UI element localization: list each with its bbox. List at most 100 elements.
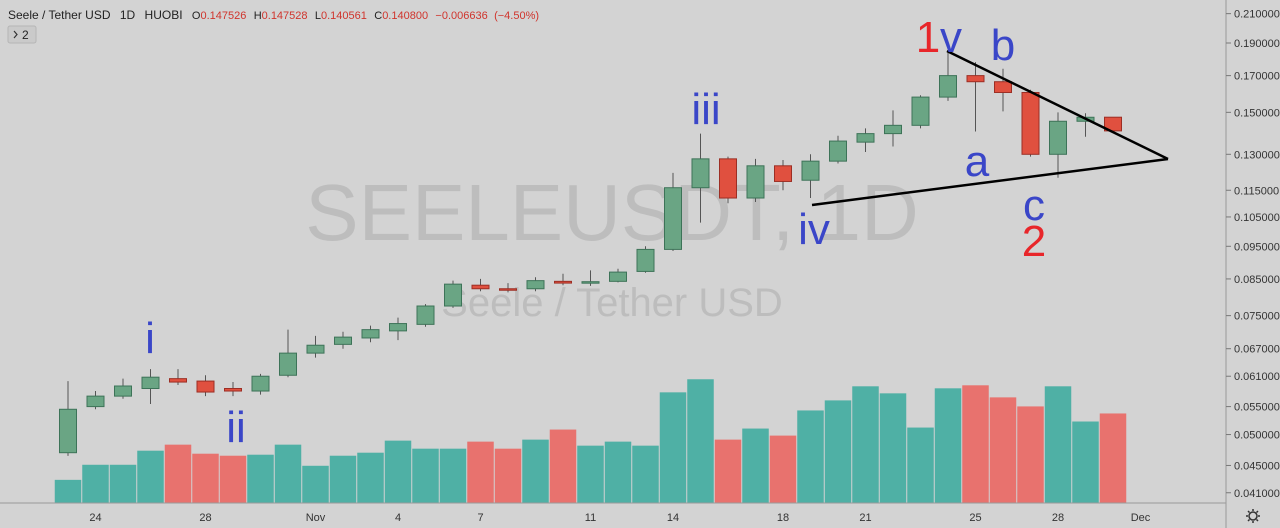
- candle-body: [856, 133, 875, 143]
- wave-label: iii: [691, 85, 720, 134]
- x-tick-label: 11: [585, 512, 596, 524]
- price-axis: 0.210000 0.190000 0.170000 0.150000 0.130000…: [1226, 9, 1280, 500]
- volume-bar: [769, 435, 797, 503]
- volume-bar: [632, 445, 659, 503]
- candle-body: [994, 81, 1012, 93]
- y-tick-label: 0.045000: [1234, 460, 1280, 472]
- volume-bar: [962, 385, 989, 503]
- volume-bar: [137, 450, 164, 503]
- candle-body: [829, 140, 847, 162]
- indicator-toggle-chevron: [13, 30, 18, 39]
- volume-bar: [494, 448, 522, 503]
- candle-body: [389, 323, 407, 332]
- indicator-count: 2: [22, 28, 29, 42]
- volume-bar: [522, 439, 549, 503]
- low-prefix: L: [315, 10, 321, 22]
- indicator-toggle-box[interactable]: [7, 25, 37, 44]
- volume-bar: [989, 397, 1017, 503]
- candle-body: [141, 376, 160, 390]
- volume-bar: [934, 388, 962, 503]
- candle-body: [746, 165, 765, 199]
- change-percent: (−4.50%): [494, 10, 539, 22]
- candle-body: [306, 344, 325, 354]
- x-tick-label: Dec: [1131, 512, 1151, 524]
- candle-body: [196, 380, 215, 393]
- open-value: 0.147526: [200, 10, 246, 22]
- volume-bar: [1017, 406, 1044, 503]
- volume-bar: [797, 410, 824, 503]
- y-tick-label: 0.075000: [1234, 311, 1280, 323]
- low-value: 0.140561: [321, 10, 367, 22]
- wave-label: i: [145, 314, 155, 363]
- candle-body: [279, 352, 297, 376]
- y-tick-label: 0.170000: [1234, 71, 1280, 83]
- volume-bar: [247, 454, 274, 503]
- settings-icon-teeth: [1246, 509, 1260, 523]
- watermark-name: Seele / Tether USD: [441, 281, 783, 325]
- x-tick-label: 21: [859, 512, 871, 524]
- volume-bar: [687, 379, 714, 503]
- volume-bar: [219, 455, 247, 503]
- volume-bar: [824, 400, 852, 503]
- candle-body: [1049, 120, 1067, 155]
- wave-label: c: [1023, 181, 1045, 230]
- candle-body: [581, 281, 600, 284]
- candle-body: [801, 160, 820, 181]
- high-prefix: H: [254, 10, 262, 22]
- wave-label: a: [965, 137, 990, 186]
- x-tick-label: 14: [667, 512, 679, 524]
- volume-bar: [164, 444, 192, 503]
- close-prefix: C: [374, 10, 382, 22]
- candle-body: [691, 158, 710, 189]
- candle-body: [554, 280, 572, 284]
- y-tick-label: 0.150000: [1234, 107, 1280, 119]
- candle-body: [444, 283, 462, 307]
- wave-label: 2: [1022, 217, 1046, 266]
- time-axis: 24 28 Nov 4 7 11 14 18 21 25 28 Dec: [89, 512, 1150, 524]
- candle-body: [884, 124, 902, 135]
- exchange: HUOBI: [145, 8, 183, 22]
- x-tick-label: 25: [969, 512, 981, 524]
- wave-label: ii: [226, 403, 246, 452]
- volume-bar: [879, 393, 907, 503]
- volume-layer: [54, 379, 1127, 503]
- x-tick-label: 28: [199, 512, 211, 524]
- x-tick-label: 24: [89, 512, 101, 524]
- candle-body: [334, 336, 352, 345]
- candle-body: [114, 385, 132, 397]
- y-tick-label: 0.041000: [1234, 488, 1280, 500]
- volume-bar: [604, 441, 632, 503]
- candle-body: [1021, 91, 1040, 155]
- candle-body: [251, 375, 270, 392]
- x-tick-label: 7: [477, 512, 483, 524]
- y-tick-label: 0.105000: [1234, 212, 1280, 224]
- settings-icon[interactable]: [1248, 511, 1258, 521]
- candle-body: [361, 329, 380, 339]
- y-tick-label: 0.055000: [1234, 402, 1280, 414]
- y-tick-label: 0.085000: [1234, 274, 1280, 286]
- volume-bar: [742, 428, 769, 503]
- change-value: −0.006636: [435, 10, 487, 22]
- candle-body: [774, 165, 792, 182]
- volume-bar: [577, 445, 604, 503]
- volume-bar: [1072, 421, 1099, 503]
- x-tick-label: Nov: [306, 512, 326, 524]
- indicator-toggle[interactable]: 2: [7, 25, 37, 44]
- candle-layer: [59, 51, 1122, 456]
- candle-body: [526, 280, 545, 290]
- y-tick-label: 0.095000: [1234, 241, 1280, 253]
- y-tick-label: 0.130000: [1234, 149, 1280, 161]
- settings-button[interactable]: [1246, 509, 1260, 523]
- wave-label: v: [940, 13, 962, 62]
- candle-body: [416, 305, 435, 325]
- volume-bar: [54, 479, 82, 503]
- y-tick-label: 0.067000: [1234, 344, 1280, 356]
- volume-bar: [714, 439, 742, 503]
- trendlines: [811, 49, 1169, 207]
- x-tick-label: 18: [777, 512, 789, 524]
- y-tick-label: 0.050000: [1234, 430, 1280, 442]
- header: Seele / Tether USD 1D HUOBI O0.147526 H0…: [8, 8, 539, 22]
- y-tick-label: 0.210000: [1234, 9, 1280, 21]
